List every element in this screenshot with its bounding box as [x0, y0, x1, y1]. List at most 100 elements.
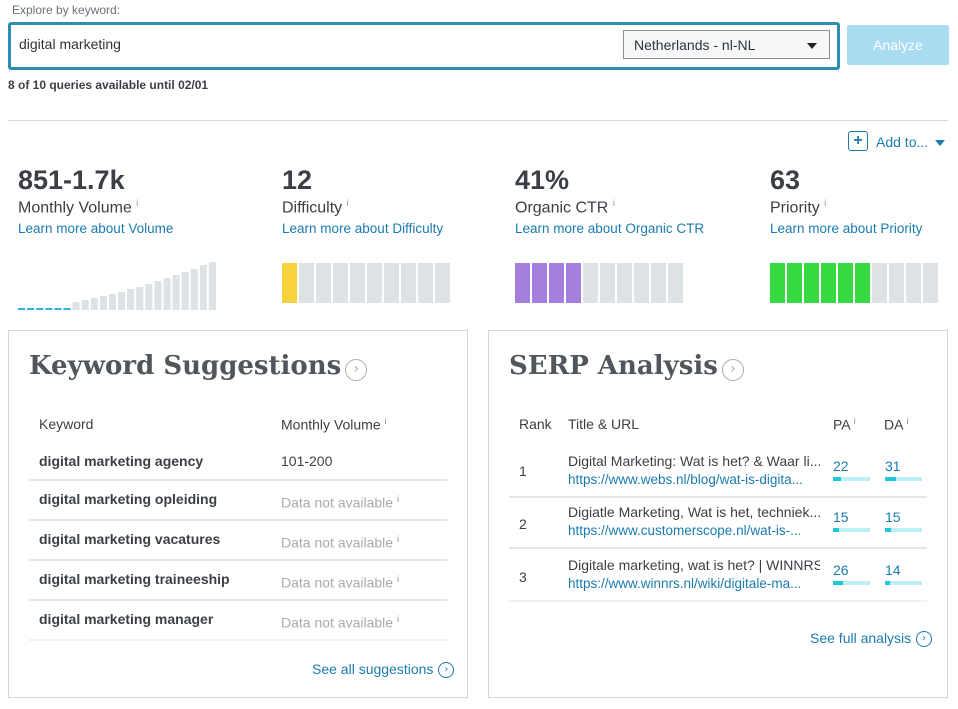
learn-more-priority-link[interactable]: Learn more about Priority	[770, 221, 923, 237]
volume-bar	[172, 275, 180, 310]
segment	[651, 263, 666, 303]
volume-cell: 101-200	[281, 453, 333, 469]
info-icon[interactable]: i	[824, 198, 827, 208]
metric-value: 63	[770, 165, 801, 195]
segment	[532, 263, 547, 303]
volume-bar	[99, 296, 107, 310]
info-icon[interactable]: i	[853, 416, 856, 426]
pa-bar-fill	[833, 477, 842, 481]
metric-difficulty: 12 Difficulty i Learn more about Difficu…	[282, 165, 443, 236]
da-score: 14	[885, 562, 901, 578]
table-row[interactable]: digital marketing agency 101-200	[29, 441, 447, 479]
learn-more-difficulty-link[interactable]: Learn more about Difficulty	[282, 221, 444, 237]
volume-bar	[36, 308, 44, 310]
volume-bar	[45, 308, 53, 310]
info-icon[interactable]: i	[384, 416, 387, 426]
segment	[583, 263, 598, 303]
see-full-analysis-label: See full analysis	[810, 630, 912, 646]
column-header-pa: PA	[833, 416, 850, 433]
row-divider	[29, 559, 447, 561]
volume-cell: Data not available	[281, 534, 394, 551]
info-icon[interactable]: i	[396, 494, 399, 504]
row-divider	[509, 600, 927, 602]
segment	[787, 263, 802, 303]
keyword-search-input[interactable]	[19, 36, 579, 52]
volume-bar	[18, 308, 26, 310]
volume-bar	[136, 287, 144, 310]
metric-label: Difficulty	[282, 199, 343, 217]
locale-select[interactable]: Netherlands - nl-NL	[623, 30, 830, 59]
metric-value: 12	[282, 165, 313, 195]
result-url-link[interactable]: https://www.customerscope.nl/wat-is-...	[568, 523, 802, 538]
rank-cell: 3	[519, 569, 527, 585]
segment	[401, 263, 416, 303]
segment	[282, 263, 297, 303]
keyword-cell: digital marketing vacatures	[39, 531, 221, 547]
table-row[interactable]: 1 Digital Marketing: Wat is het? & Waar …	[509, 445, 927, 496]
info-icon[interactable]: i	[612, 198, 615, 208]
metric-label: Priority	[770, 199, 820, 217]
segment	[566, 263, 581, 303]
serp-table: 1 Digital Marketing: Wat is het? & Waar …	[509, 445, 927, 602]
segment	[770, 263, 785, 303]
segment	[333, 263, 348, 303]
da-bar	[885, 528, 922, 532]
serp-analysis-panel: SERP Analysis › Rank Title & URL PA i DA …	[488, 330, 948, 698]
chevron-right-circle-icon: ›	[916, 630, 933, 647]
segment	[617, 263, 632, 303]
caret-down-icon	[935, 140, 945, 146]
metric-priority: 63 Priority i Learn more about Priority	[770, 165, 922, 236]
da-score: 31	[885, 458, 901, 474]
locale-select-value: Netherlands - nl-NL	[634, 37, 756, 53]
info-icon[interactable]: i	[396, 574, 399, 584]
priority-segment-bar	[770, 263, 938, 303]
column-header-monthly-volume: Monthly Volume	[281, 416, 381, 433]
keyword-cell: digital marketing agency	[39, 453, 204, 469]
segment	[435, 263, 450, 303]
info-icon[interactable]: i	[136, 198, 139, 208]
panel-title: Keyword Suggestions	[29, 351, 342, 381]
table-row[interactable]: digital marketing vacatures Data not ava…	[29, 521, 447, 559]
column-header-keyword: Keyword	[39, 416, 94, 432]
learn-more-ctr-link[interactable]: Learn more about Organic CTR	[515, 221, 705, 237]
suggestions-table: digital marketing agency 101-200 digital…	[29, 441, 447, 641]
volume-bar	[81, 300, 89, 310]
table-row[interactable]: digital marketing traineeship Data not a…	[29, 561, 447, 599]
pa-bar	[833, 528, 870, 532]
pa-bar-fill	[833, 528, 839, 532]
chevron-down-icon	[807, 43, 817, 49]
see-all-suggestions-link[interactable]: See all suggestions ›	[312, 661, 455, 679]
table-row[interactable]: 3 Digitale marketing, wat is het? | WINN…	[509, 549, 927, 600]
result-url-link[interactable]: https://www.webs.nl/blog/wat-is-digita..…	[568, 472, 803, 487]
learn-more-volume-link[interactable]: Learn more about Volume	[18, 221, 174, 237]
chevron-right-circle-icon[interactable]: ›	[345, 358, 368, 381]
table-row[interactable]: digital marketing opleiding Data not ava…	[29, 481, 447, 519]
row-divider	[29, 599, 447, 601]
volume-bar	[54, 308, 62, 310]
result-url-link[interactable]: https://www.winnrs.nl/wiki/digitale-ma..…	[568, 576, 802, 591]
result-title: Digitale marketing, wat is het? | WINNRS	[568, 557, 820, 573]
metric-label: Organic CTR	[515, 199, 609, 217]
column-header-rank: Rank	[519, 416, 552, 432]
table-row[interactable]: digital marketing manager Data not avail…	[29, 601, 447, 639]
metric-value: 851-1.7k	[18, 165, 125, 195]
volume-bar	[108, 294, 116, 310]
see-full-analysis-link[interactable]: See full analysis ›	[810, 630, 933, 648]
volume-bar	[118, 292, 126, 310]
pa-bar	[833, 477, 870, 481]
metric-value: 41%	[515, 165, 570, 195]
info-icon[interactable]: i	[906, 416, 909, 426]
volume-bar	[190, 269, 198, 310]
volume-bar	[208, 262, 216, 310]
info-icon[interactable]: i	[396, 534, 399, 544]
chevron-right-circle-icon[interactable]: ›	[721, 358, 744, 381]
segment	[367, 263, 382, 303]
table-row[interactable]: 2 Digiatle Marketing, Wat is het, techni…	[509, 498, 927, 547]
info-icon[interactable]: i	[396, 614, 399, 624]
analyze-button[interactable]: Analyze	[847, 25, 949, 65]
rank-cell: 2	[519, 516, 527, 532]
info-icon[interactable]: i	[346, 198, 349, 208]
keyword-cell: digital marketing traineeship	[39, 571, 230, 587]
volume-bar	[145, 284, 153, 310]
segment	[316, 263, 331, 303]
